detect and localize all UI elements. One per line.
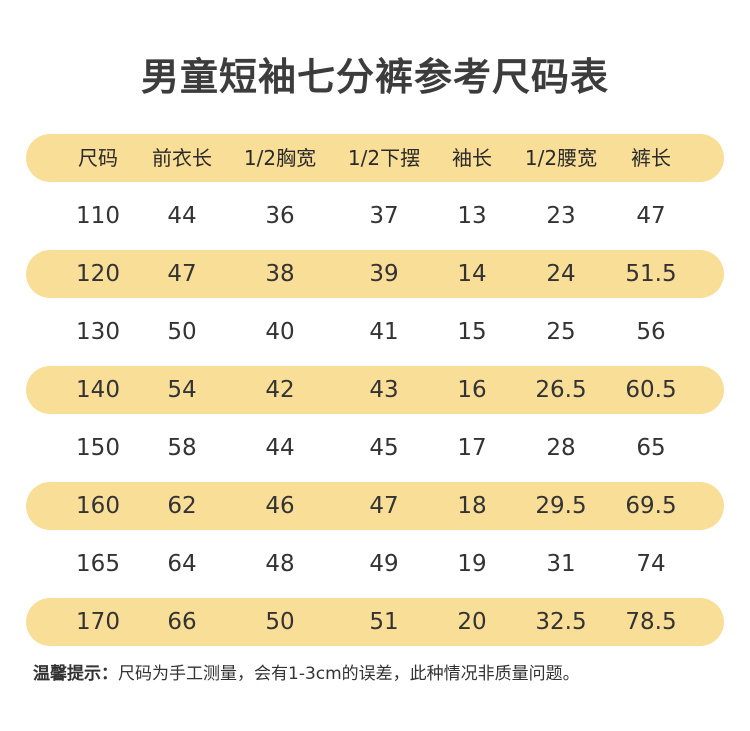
cell-pants-length: 47 (636, 203, 666, 229)
cell-size: 150 (76, 435, 120, 461)
cell-front-length: 66 (167, 609, 197, 635)
cell-pants-length: 69.5 (625, 493, 677, 519)
cell-sleeve-length: 16 (457, 377, 487, 403)
size-table: 尺码 前衣长 1/2胸宽 1/2下摆 袖长 1/2腰宽 裤长 110 44 36… (26, 134, 724, 656)
cell-half-hem: 41 (369, 319, 399, 345)
cell-size: 110 (76, 203, 120, 229)
header-pants-length: 裤长 (631, 146, 671, 170)
cell-front-length: 47 (167, 261, 197, 287)
cell-sleeve-length: 20 (457, 609, 487, 635)
cell-half-waist: 28 (546, 435, 576, 461)
cell-size: 170 (76, 609, 120, 635)
cell-half-waist: 24 (546, 261, 576, 287)
cell-sleeve-length: 17 (457, 435, 487, 461)
cell-half-waist: 23 (546, 203, 576, 229)
cell-half-chest: 50 (265, 609, 295, 635)
cell-half-chest: 48 (265, 551, 295, 577)
table-row: 120 47 38 39 14 24 51.5 (26, 250, 724, 298)
cell-half-hem: 49 (369, 551, 399, 577)
cell-front-length: 64 (167, 551, 197, 577)
cell-pants-length: 56 (636, 319, 666, 345)
cell-sleeve-length: 13 (457, 203, 487, 229)
table-row: 140 54 42 43 16 26.5 60.5 (26, 366, 724, 414)
cell-size: 165 (76, 551, 120, 577)
cell-size: 140 (76, 377, 120, 403)
cell-half-waist: 29.5 (535, 493, 587, 519)
footer-note: 温馨提示：尺码为手工测量，会有1-3cm的误差，此种情况非质量问题。 (33, 660, 733, 688)
table-row: 165 64 48 49 19 31 74 (26, 540, 724, 588)
cell-half-hem: 51 (369, 609, 399, 635)
header-size: 尺码 (78, 146, 118, 170)
footer-lead: 温馨提示： (33, 664, 118, 684)
cell-size: 160 (76, 493, 120, 519)
table-header-row: 尺码 前衣长 1/2胸宽 1/2下摆 袖长 1/2腰宽 裤长 (26, 134, 724, 182)
cell-half-chest: 40 (265, 319, 295, 345)
cell-sleeve-length: 19 (457, 551, 487, 577)
table-row: 130 50 40 41 15 25 56 (26, 308, 724, 356)
footer-text: 尺码为手工测量，会有1-3cm的误差，此种情况非质量问题。 (118, 664, 580, 684)
cell-sleeve-length: 15 (457, 319, 487, 345)
cell-half-chest: 44 (265, 435, 295, 461)
cell-pants-length: 74 (636, 551, 666, 577)
cell-half-hem: 43 (369, 377, 399, 403)
table-row: 150 58 44 45 17 28 65 (26, 424, 724, 472)
cell-half-hem: 45 (369, 435, 399, 461)
header-sleeve-length: 袖长 (452, 146, 492, 170)
header-half-hem: 1/2下摆 (347, 146, 421, 170)
cell-half-chest: 36 (265, 203, 295, 229)
cell-half-chest: 42 (265, 377, 295, 403)
cell-size: 130 (76, 319, 120, 345)
cell-size: 120 (76, 261, 120, 287)
cell-pants-length: 65 (636, 435, 666, 461)
table-row: 160 62 46 47 18 29.5 69.5 (26, 482, 724, 530)
cell-half-waist: 26.5 (535, 377, 587, 403)
cell-front-length: 54 (167, 377, 197, 403)
cell-half-hem: 37 (369, 203, 399, 229)
header-half-chest: 1/2胸宽 (243, 146, 317, 170)
cell-half-waist: 32.5 (535, 609, 587, 635)
cell-half-chest: 46 (265, 493, 295, 519)
cell-front-length: 62 (167, 493, 197, 519)
page-title: 男童短袖七分裤参考尺码表 (140, 55, 609, 99)
header-half-waist: 1/2腰宽 (524, 146, 598, 170)
cell-half-chest: 38 (265, 261, 295, 287)
table-row: 170 66 50 51 20 32.5 78.5 (26, 598, 724, 646)
cell-pants-length: 51.5 (625, 261, 677, 287)
cell-pants-length: 60.5 (625, 377, 677, 403)
header-front-length: 前衣长 (152, 146, 212, 170)
cell-pants-length: 78.5 (625, 609, 677, 635)
cell-sleeve-length: 18 (457, 493, 487, 519)
cell-front-length: 58 (167, 435, 197, 461)
cell-front-length: 44 (167, 203, 197, 229)
cell-half-waist: 31 (546, 551, 576, 577)
cell-sleeve-length: 14 (457, 261, 487, 287)
cell-front-length: 50 (167, 319, 197, 345)
table-row: 110 44 36 37 13 23 47 (26, 192, 724, 240)
cell-half-hem: 39 (369, 261, 399, 287)
cell-half-hem: 47 (369, 493, 399, 519)
cell-half-waist: 25 (546, 319, 576, 345)
